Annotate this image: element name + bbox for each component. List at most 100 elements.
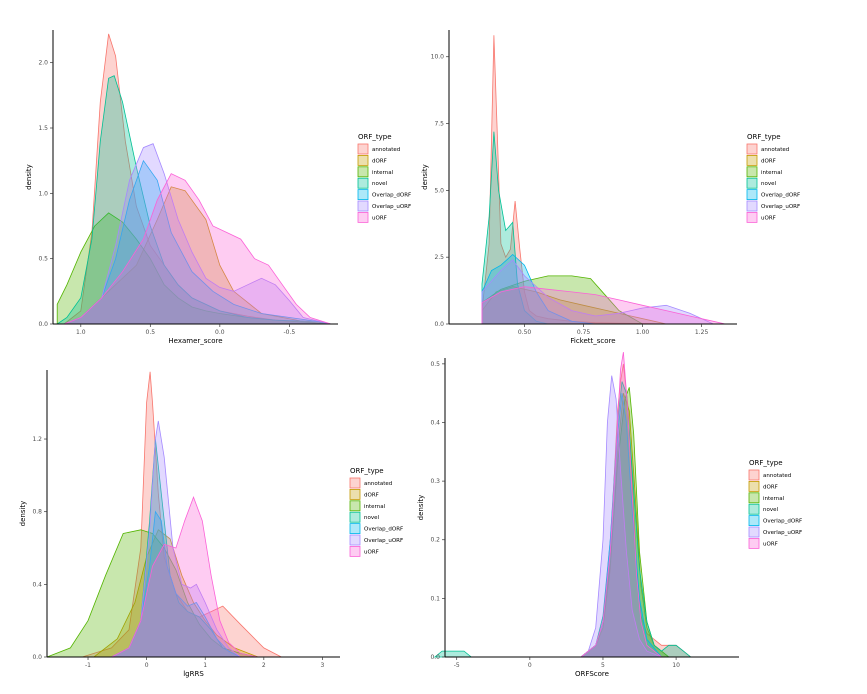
x-tick-label: 1.0 <box>76 329 86 336</box>
y-tick-label: 7.5 <box>434 121 444 128</box>
legend-key-Overlap_uORF <box>748 526 760 538</box>
legend-label-internal: internal <box>364 504 386 510</box>
density-curve-dORF <box>481 286 667 325</box>
legend-key-annotated <box>349 477 361 489</box>
legend-label-novel: novel <box>364 515 379 521</box>
legend-label-uORF: uORF <box>761 215 776 221</box>
legend-label-novel: novel <box>763 507 778 513</box>
x-tick-label: 2 <box>262 662 266 669</box>
legend-key-novel <box>748 503 760 515</box>
legend-label-Overlap_uORF: Overlap_uORF <box>761 204 800 210</box>
legend-key-annotated <box>746 143 758 155</box>
density-curve-internal <box>481 275 645 325</box>
legend-key-novel <box>349 511 361 523</box>
x-tick-label: 0.5 <box>146 329 156 336</box>
legend-title: ORF_type <box>749 459 783 467</box>
density-curve-annotated <box>481 35 667 325</box>
density-curve-uORF <box>111 496 259 658</box>
density-curve-Overlap_uORF <box>579 375 662 658</box>
density-curve-dORF <box>63 186 332 325</box>
density-panel-1: 1.0 0.5 0.0 -0.5 0.0 0.5 1.0 1.5 2.0 Hexamer_scor… <box>25 30 411 345</box>
legend-label-internal: internal <box>761 170 783 176</box>
density-curve-Overlap_uORF <box>63 143 332 325</box>
x-tick-label: 0.75 <box>577 329 591 336</box>
legend-key-uORF <box>746 211 758 223</box>
legend-key-Overlap_uORF <box>746 200 758 212</box>
y-tick-label: 0.2 <box>430 537 440 544</box>
x-axis-title: Hexamer_score <box>168 337 222 345</box>
density-curve-novel <box>481 131 549 325</box>
legend-label-dORF: dORF <box>761 158 776 164</box>
legend-key-Overlap_uORF <box>349 534 361 546</box>
legend-key-dORF <box>748 480 760 492</box>
legend-label-dORF: dORF <box>364 492 379 498</box>
density-curve-Overlap_dORF <box>481 253 596 325</box>
x-axis-title: ORFScore <box>575 670 609 678</box>
legend-label-dORF: dORF <box>763 484 778 490</box>
y-tick-label: 0.4 <box>32 581 42 588</box>
x-tick-label: 0 <box>145 662 149 669</box>
density-panel-4: -5 0 5 10 0.0 0.1 0.2 0.3 0.4 0.5 ORFScore density O… <box>417 352 802 678</box>
x-tick-label: 1 <box>203 662 207 669</box>
density-panel-2: 0.50 0.75 1.00 1.25 0.0 2.5 5.0 7.5 10.0 Fickett_… <box>421 30 800 345</box>
density-curve-Overlap_dORF <box>63 159 332 325</box>
y-tick-label: 0.3 <box>430 478 440 485</box>
y-tick-label: 0.8 <box>32 509 42 516</box>
legend-key-internal <box>746 166 758 178</box>
x-tick-label: 1.25 <box>695 329 709 336</box>
x-tick-label: 0 <box>528 662 532 669</box>
x-tick-label: 1.00 <box>636 329 650 336</box>
x-tick-label: 0.0 <box>215 329 225 336</box>
legend-key-internal <box>357 166 369 178</box>
y-tick-label: 0.4 <box>430 419 440 426</box>
legend-label-annotated: annotated <box>372 147 400 153</box>
legend-label-internal: internal <box>372 170 394 176</box>
legend: ORF_type annotated dORF internal novel Overla… <box>349 467 403 557</box>
density-panel-3: -1 0 1 2 3 0.0 0.4 0.8 1.2 lgRRS density ORF_typean… <box>19 370 403 678</box>
y-tick-label: 2.0 <box>38 60 48 67</box>
legend-key-annotated <box>357 143 369 155</box>
y-axis-title: density <box>25 164 33 190</box>
density-curve-novel <box>55 75 332 325</box>
legend-title: ORF_type <box>747 133 781 141</box>
legend-label-novel: novel <box>761 181 776 187</box>
legend-key-novel <box>746 177 758 189</box>
x-tick-label: 10 <box>672 662 680 669</box>
y-tick-label: 2.5 <box>434 254 444 261</box>
y-axis-title: density <box>19 501 27 527</box>
y-tick-label: 10.0 <box>431 54 445 61</box>
legend: ORF_type annotated dORF internal novel Overla… <box>748 459 802 549</box>
legend-label-Overlap_uORF: Overlap_uORF <box>372 204 411 210</box>
y-tick-label: 0.1 <box>430 595 440 602</box>
density-curve-uORF <box>579 352 663 658</box>
legend-label-uORF: uORF <box>364 549 379 555</box>
y-tick-label: 0.0 <box>434 321 444 328</box>
legend-key-Overlap_dORF <box>357 189 369 201</box>
legend: ORF_type annotated dORF internal novel Overla… <box>746 133 800 223</box>
y-tick-label: 0.5 <box>430 361 440 368</box>
y-tick-label: 0.0 <box>32 654 42 661</box>
density-curve-Overlap_dORF <box>111 510 241 658</box>
legend-key-novel <box>357 177 369 189</box>
legend-title: ORF_type <box>358 133 392 141</box>
legend: ORF_type annotated dORF internal novel Overla… <box>357 133 411 223</box>
y-tick-label: 0.0 <box>38 321 48 328</box>
legend-label-novel: novel <box>372 181 387 187</box>
x-tick-label: 3 <box>321 662 325 669</box>
legend-key-Overlap_dORF <box>748 515 760 526</box>
legend-label-annotated: annotated <box>364 481 392 487</box>
density-curve-novel <box>433 381 692 658</box>
legend-key-dORF <box>746 154 758 166</box>
x-axis-title: lgRRS <box>183 670 204 678</box>
density-curve-Overlap_uORF <box>111 420 242 658</box>
legend-key-Overlap_uORF <box>357 200 369 212</box>
legend-title: ORF_type <box>350 467 384 475</box>
x-tick-label: 0.50 <box>518 329 532 336</box>
x-tick-label: 5 <box>601 662 605 669</box>
y-tick-label: 0.0 <box>430 654 440 661</box>
x-tick-label: -5 <box>454 662 460 669</box>
y-tick-label: 1.2 <box>32 436 42 443</box>
legend-key-internal <box>748 492 760 504</box>
legend-label-annotated: annotated <box>761 147 789 153</box>
